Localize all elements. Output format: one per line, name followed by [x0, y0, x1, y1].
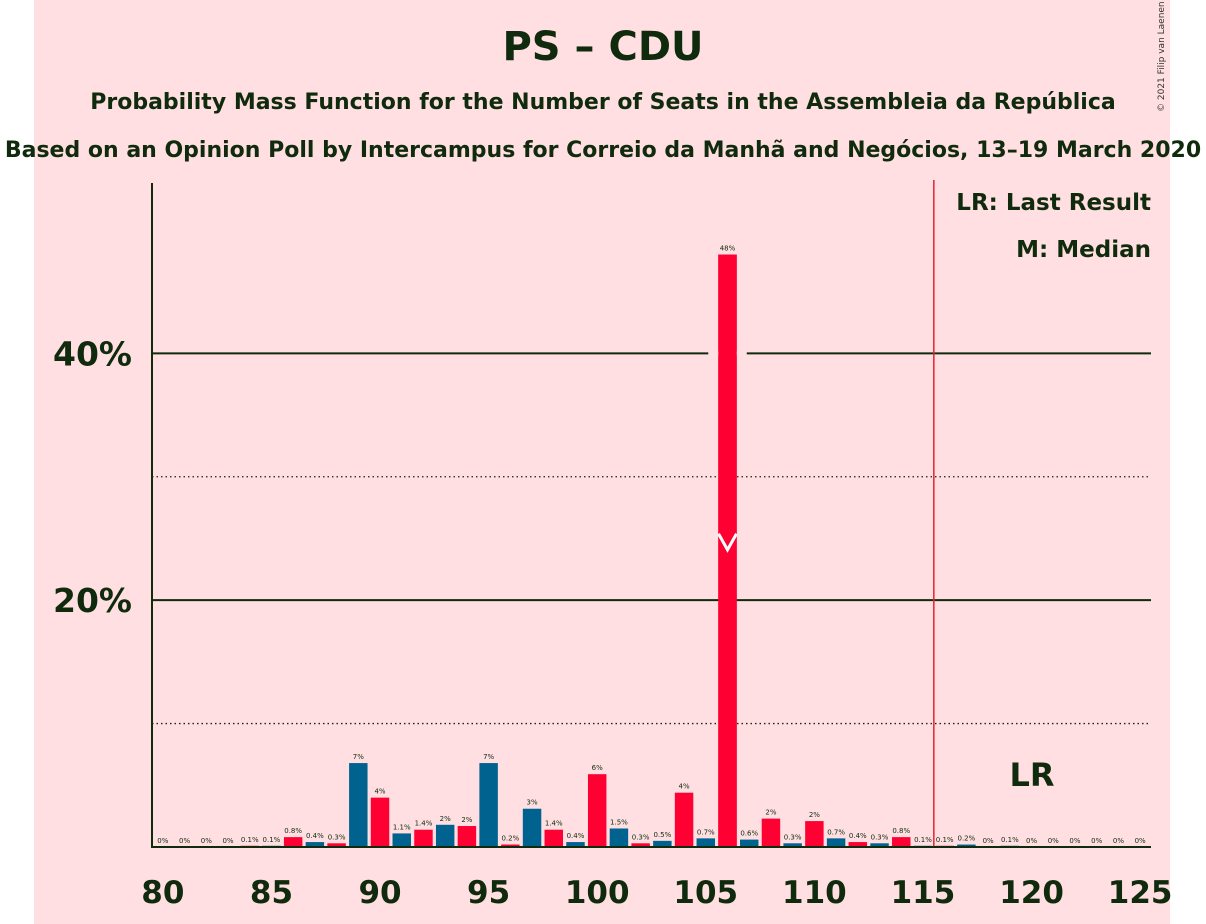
bar-label-seat-86: 0.8%	[284, 827, 302, 835]
bar-seat-112	[848, 842, 868, 847]
x-tick-label: 115	[891, 875, 956, 911]
median-marker	[717, 533, 738, 553]
bar-label-seat-94: 2%	[461, 816, 472, 824]
bar-label-seat-98: 1.4%	[545, 820, 563, 828]
chart-source: Based on an Opinion Poll by Intercampus …	[4, 138, 1202, 163]
bar-seat-104	[674, 792, 694, 847]
bar-label-seat-125: 0%	[1135, 837, 1146, 845]
bar-seat-117	[957, 844, 976, 847]
bar-seat-90	[370, 797, 390, 847]
bar-label-seat-89: 7%	[353, 753, 364, 761]
bar-label-seat-90: 4%	[374, 788, 385, 796]
bar-label-seat-116: 0.1%	[936, 836, 954, 844]
bar-label-seat-105: 0.7%	[697, 828, 715, 836]
x-tick-label: 85	[250, 875, 293, 911]
bar-label-seat-109: 0.3%	[784, 833, 802, 841]
bar-seat-88	[327, 843, 346, 847]
chart-background	[34, 0, 1170, 924]
bar-label-seat-80: 0%	[157, 837, 168, 845]
bar-seat-92	[414, 829, 433, 847]
x-tick-label: 95	[467, 875, 510, 911]
last-result-marker-label: LR	[1009, 756, 1054, 794]
bar-label-seat-117: 0.2%	[958, 835, 976, 843]
legend-last-result: LR: Last Result	[956, 190, 1151, 216]
bar-label-seat-99: 0.4%	[567, 832, 585, 840]
x-tick-label: 100	[565, 875, 630, 911]
x-tick-label: 125	[1108, 875, 1173, 911]
bar-seat-105	[696, 838, 716, 847]
bar-label-seat-124: 0%	[1113, 837, 1124, 845]
bar-seat-109	[783, 843, 802, 847]
x-tick-label: 120	[999, 875, 1064, 911]
bar-seat-110	[805, 821, 824, 847]
bar-label-seat-93: 2%	[440, 815, 451, 823]
bar-label-seat-115: 0.1%	[914, 836, 932, 844]
bar-seat-86	[283, 837, 303, 847]
bar-label-seat-119: 0.1%	[1001, 836, 1019, 844]
chart-title: PS – CDU	[502, 24, 704, 70]
bar-label-seat-87: 0.4%	[306, 832, 324, 840]
bar-label-seat-96: 0.2%	[501, 835, 519, 843]
bar-label-seat-82: 0%	[201, 837, 212, 845]
bar-seat-94	[457, 826, 477, 847]
bar-seat-97	[522, 808, 542, 847]
bar-label-seat-123: 0%	[1091, 837, 1102, 845]
bar-label-seat-111: 0.7%	[827, 828, 845, 836]
bar-label-seat-113: 0.3%	[871, 833, 889, 841]
bar-seat-93	[435, 824, 455, 847]
bar-label-seat-102: 0.3%	[632, 833, 650, 841]
bar-label-seat-83: 0%	[222, 837, 233, 845]
bar-label-seat-85: 0.1%	[263, 836, 281, 844]
bar-label-seat-91: 1.1%	[393, 823, 411, 831]
bar-seat-101	[609, 828, 629, 847]
bar-label-seat-121: 0%	[1048, 837, 1059, 845]
bar-label-seat-84: 0.1%	[241, 836, 259, 844]
x-tick-label: 90	[358, 875, 401, 911]
bar-seat-114	[892, 837, 911, 847]
bar-seat-89	[349, 763, 368, 847]
x-tick-label: 110	[782, 875, 847, 911]
bar-seat-87	[305, 842, 325, 847]
bar-label-seat-81: 0%	[179, 837, 190, 845]
bar-label-seat-110: 2%	[809, 811, 820, 819]
bar-seat-98	[544, 829, 564, 847]
bar-label-seat-112: 0.4%	[849, 832, 867, 840]
bar-label-seat-97: 3%	[526, 799, 537, 807]
bar-label-seat-100: 6%	[592, 764, 603, 772]
bar-label-seat-122: 0%	[1069, 837, 1080, 845]
bar-label-seat-107: 0.6%	[740, 830, 758, 838]
bar-label-seat-108: 2%	[765, 809, 776, 817]
bar-seat-95	[479, 763, 498, 847]
bar-seat-107	[739, 839, 759, 847]
y-tick-label: 40%	[53, 334, 132, 373]
x-tick-label: 80	[141, 875, 184, 911]
bar-label-seat-118: 0%	[983, 837, 994, 845]
bar-seat-96	[501, 844, 520, 847]
bar-seat-108	[761, 818, 781, 847]
bar-label-seat-104: 4%	[679, 783, 690, 791]
chart-subtitle: Probability Mass Function for the Number…	[90, 90, 1116, 115]
bar-seat-91	[392, 833, 411, 847]
bar-label-seat-114: 0.8%	[892, 827, 910, 835]
bar-seat-99	[566, 842, 585, 847]
bar-seat-113	[870, 843, 889, 847]
bar-label-seat-101: 1.5%	[610, 818, 628, 826]
legend-median: M: Median	[1016, 237, 1151, 263]
x-tick-label: 105	[673, 875, 738, 911]
bar-label-seat-95: 7%	[483, 753, 494, 761]
bar-label-seat-106: 48%	[720, 245, 736, 253]
bar-seat-103	[653, 840, 672, 847]
bar-seat-102	[631, 843, 650, 847]
bar-label-seat-103: 0.5%	[653, 831, 671, 839]
bar-label-seat-120: 0%	[1026, 837, 1037, 845]
bar-seat-111	[826, 838, 846, 847]
y-tick-label: 20%	[53, 581, 132, 620]
bar-label-seat-88: 0.3%	[328, 833, 346, 841]
bar-seat-100	[587, 774, 607, 847]
bar-label-seat-92: 1.4%	[415, 820, 433, 828]
